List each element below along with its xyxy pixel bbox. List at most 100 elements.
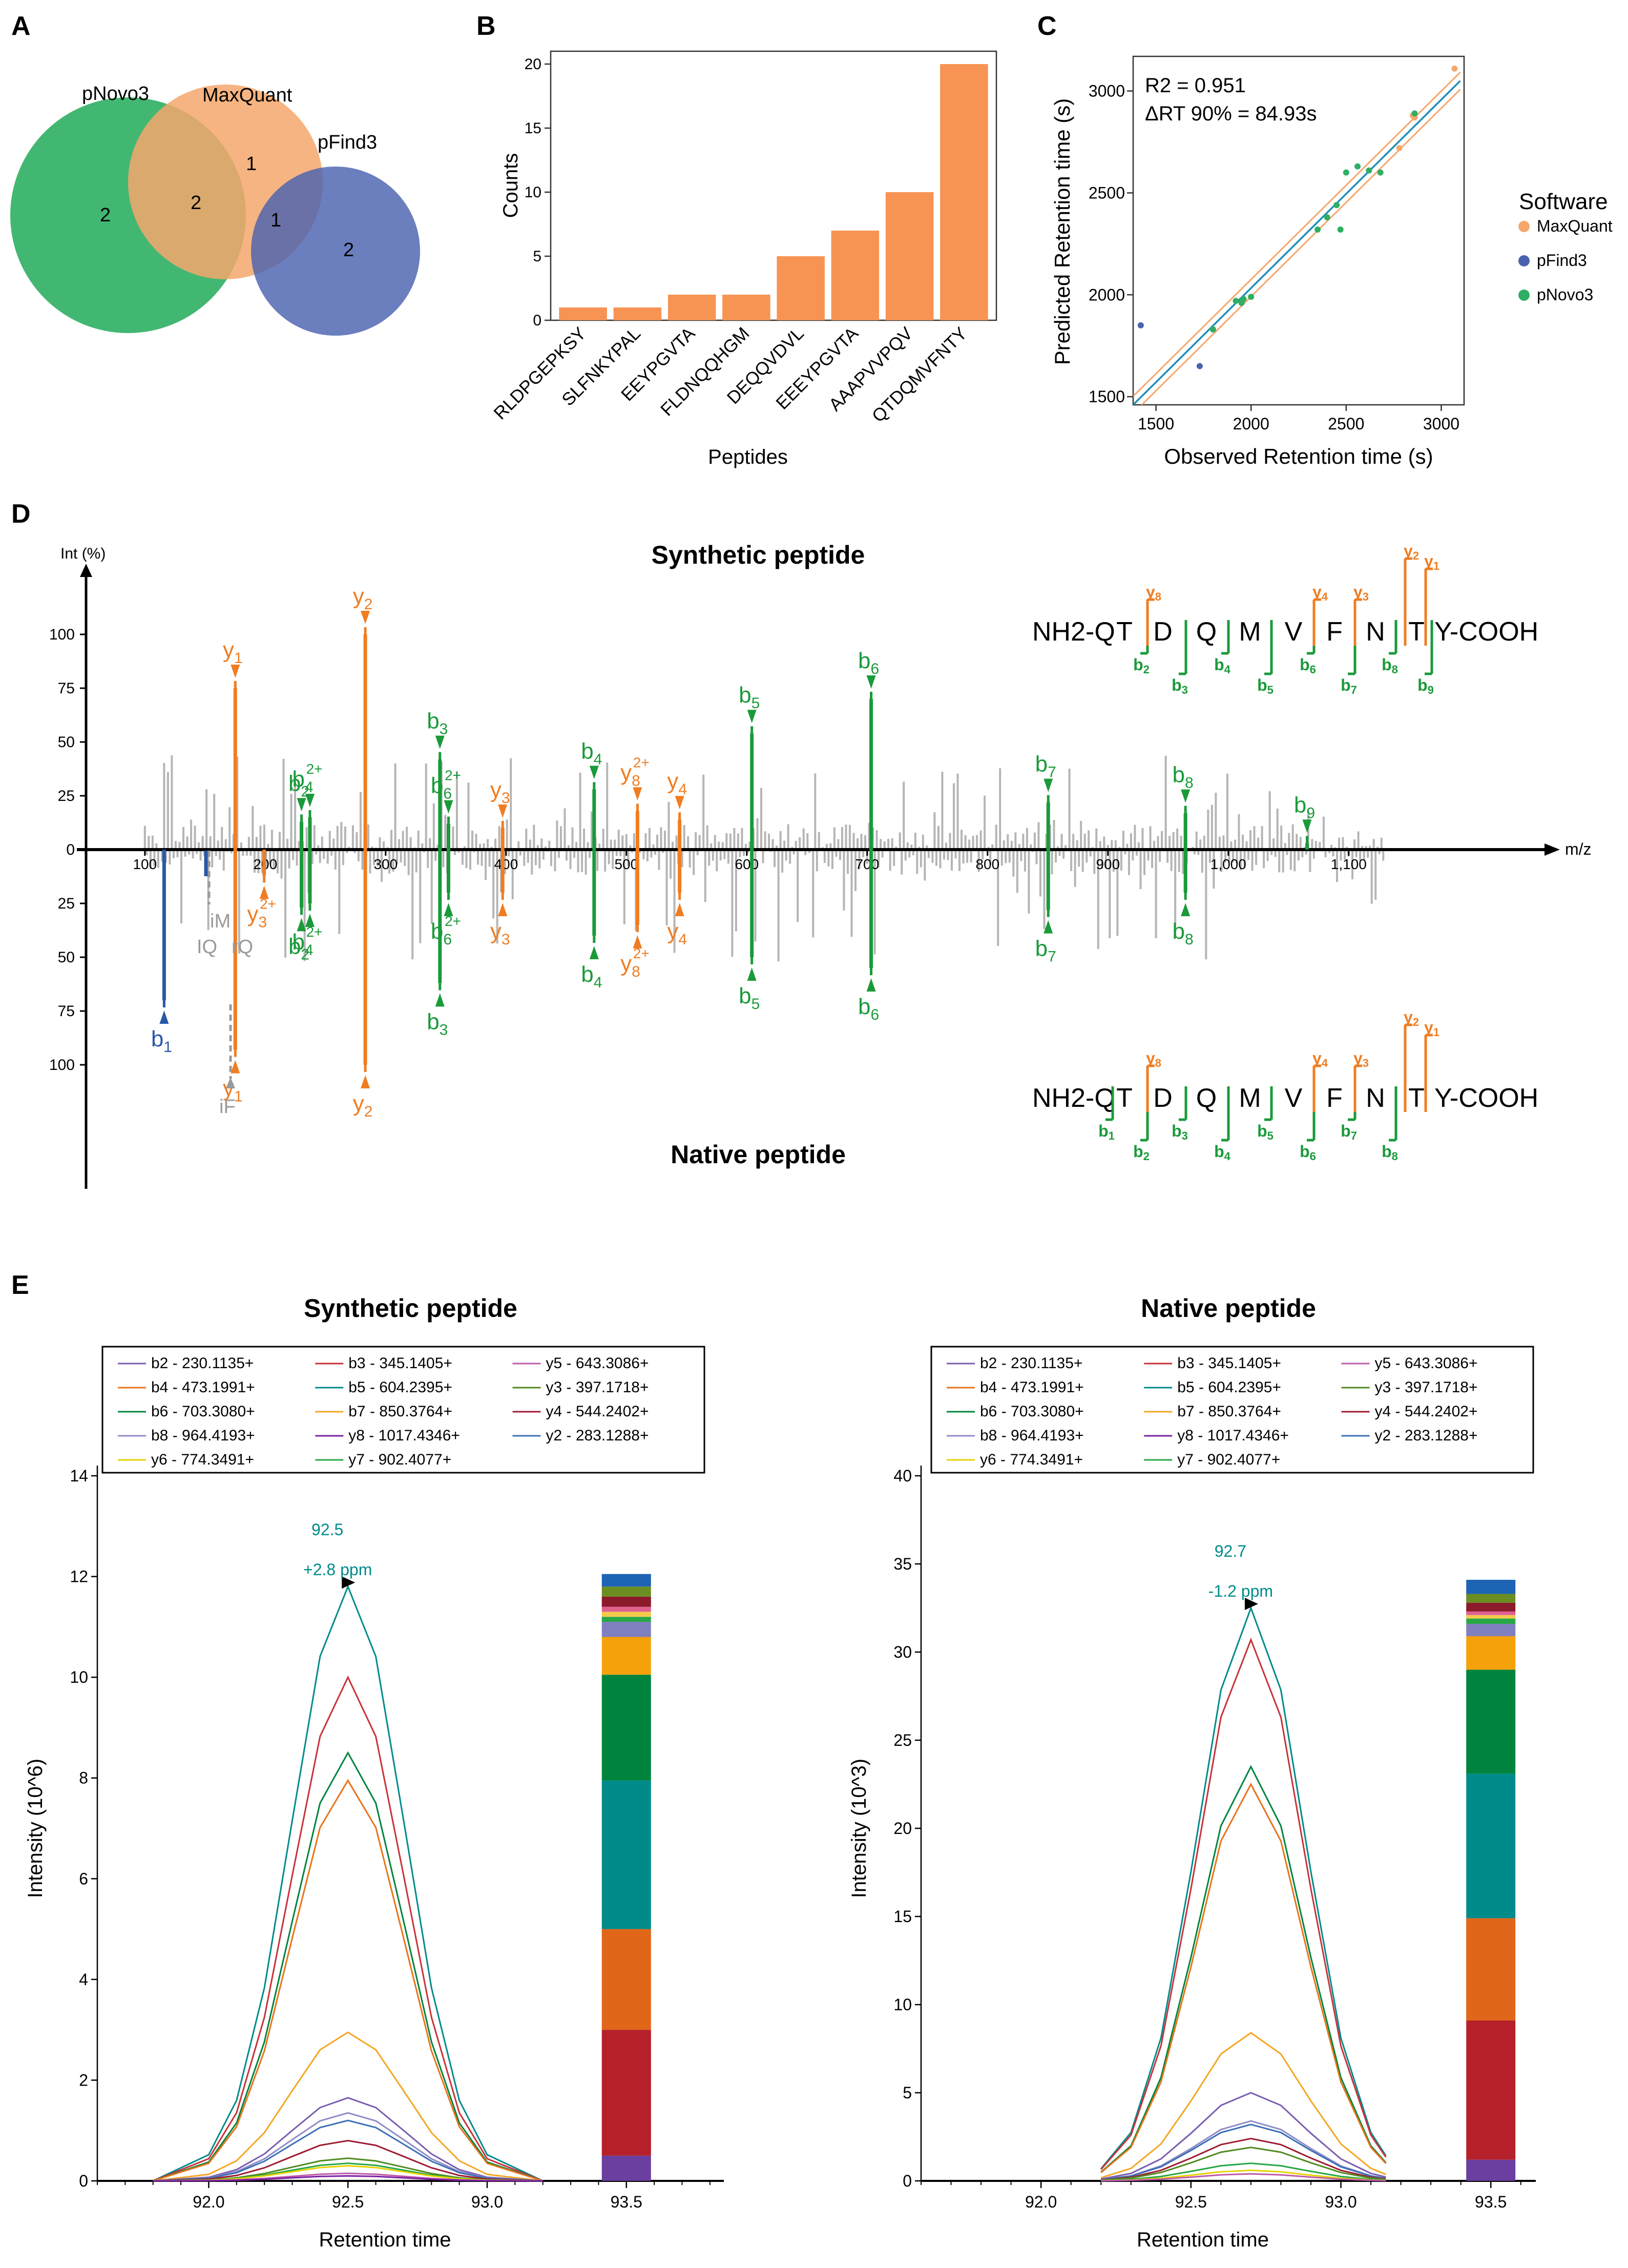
stacked-bar-segment xyxy=(601,1929,651,2030)
legend-box xyxy=(930,1346,1534,1474)
scatter-point-pnovo3 xyxy=(1209,326,1216,333)
legend-marker xyxy=(1518,221,1530,232)
y-ion-label: y1 xyxy=(1424,1018,1439,1039)
ion-label-b4: b4 xyxy=(581,962,602,991)
b-ion-label: b4 xyxy=(1214,1142,1231,1163)
spectrum-title-synthetic: Synthetic peptide xyxy=(652,541,865,569)
plot-frame xyxy=(550,50,997,321)
apex-rt-label: 92.5 xyxy=(311,1520,343,1539)
x-axis-title: Retention time xyxy=(1137,2229,1269,2251)
x-tick-label: 92.5 xyxy=(1175,2193,1207,2211)
ion-label-b2: b2 xyxy=(288,934,309,963)
stacked-bar-segment xyxy=(1466,1602,1516,1612)
ion-label-y3: y3 xyxy=(490,919,510,948)
ion-label-b1: b1 xyxy=(151,1026,172,1056)
b-ion-label: b8 xyxy=(1382,1142,1398,1163)
trace-line xyxy=(153,2175,543,2182)
noise-peaks xyxy=(143,755,1385,962)
y-axis-title: Intensity (10^6) xyxy=(24,1759,47,1898)
stacked-bar-segment xyxy=(1466,2020,1516,2160)
sequence-residue: V xyxy=(1285,1083,1303,1113)
spectrum-x-axis-title: m/z xyxy=(1565,840,1592,858)
panel-label-d: D xyxy=(11,499,31,529)
r2-text: R2 = 0.951 xyxy=(1145,74,1246,97)
y-tick-label: 2000 xyxy=(1089,285,1125,304)
ion-label-b6: b6 xyxy=(858,648,879,677)
stacked-bar-segment xyxy=(1466,1623,1516,1637)
y-tick-label: 8 xyxy=(79,1769,88,1787)
scatter-point-pnovo3 xyxy=(1377,169,1384,176)
ion-arrow xyxy=(498,805,508,818)
ion-label-b4: b42+ xyxy=(292,761,322,796)
legend-label: b7 - 850.3764+ xyxy=(1177,1403,1281,1420)
ion-label-b6: b6 xyxy=(858,994,879,1023)
stacked-bar-segment xyxy=(601,1617,651,1622)
ion-arrow xyxy=(498,903,508,916)
legend-label: y4 - 544.2402+ xyxy=(1374,1403,1477,1420)
legend-label: y5 - 643.3086+ xyxy=(1374,1355,1477,1372)
y-tick-label: 25 xyxy=(58,788,75,805)
sequence-residue: T xyxy=(1408,617,1425,647)
x-tick-label: 92.0 xyxy=(193,2193,224,2211)
ion-label-b9: b9 xyxy=(1294,792,1315,821)
ion-arrow xyxy=(297,798,306,812)
y-tick-label: 10 xyxy=(525,184,541,201)
b-ion-label: b2 xyxy=(1133,1142,1150,1163)
ion-label-y3: y3 xyxy=(490,777,510,807)
legend-label: b2 - 230.1135+ xyxy=(980,1355,1082,1372)
stacked-bar-segment xyxy=(601,1675,651,1781)
legend-label: y5 - 643.3086+ xyxy=(546,1355,649,1372)
b-ion-label: b9 xyxy=(1417,676,1434,696)
b-ion-label: b5 xyxy=(1257,1122,1274,1142)
trace-line xyxy=(153,2097,543,2182)
legend-label: y7 - 902.4077+ xyxy=(1177,1451,1280,1468)
x-tick-label: 1,100 xyxy=(1331,856,1367,872)
ion-label-y3: y32+ xyxy=(247,896,276,931)
scatter-point-pfind3 xyxy=(1196,363,1203,369)
immonium-label: IQ xyxy=(197,936,217,958)
scatter-point-pnovo3 xyxy=(1333,202,1340,209)
ion-arrow xyxy=(633,935,642,949)
sequence-residue: N xyxy=(1366,1083,1385,1113)
y-ion-label: y2 xyxy=(1404,1008,1419,1028)
stacked-bar-segment xyxy=(601,2155,651,2181)
panel-label-e: E xyxy=(11,1270,29,1300)
ion-arrow xyxy=(1043,920,1053,934)
scatter-retention-time: R2 = 0.951 ΔRT 90% = 84.93s 1500 2000 2500… xyxy=(1050,55,1613,468)
y-axis-title: Intensity (10^3) xyxy=(848,1759,870,1898)
x-tick-label: 600 xyxy=(735,856,759,872)
legend-label: y2 - 283.1288+ xyxy=(1374,1427,1477,1444)
y-tick-label: 6 xyxy=(79,1869,88,1888)
y-ion-label: y8 xyxy=(1146,1049,1161,1069)
y-tick-label: 20 xyxy=(893,1819,912,1838)
scatter-point-pnovo3 xyxy=(1411,110,1418,117)
legend-label: y7 - 902.4077+ xyxy=(348,1451,451,1468)
ion-label-y4: y4 xyxy=(667,919,687,948)
b-ion-label: b7 xyxy=(1341,676,1357,696)
trace-line xyxy=(153,2031,543,2182)
ion-arrow xyxy=(589,766,599,779)
y-tick-label: 100 xyxy=(49,626,75,643)
x-axis-title: Retention time xyxy=(319,2229,451,2251)
stacked-bar-segment xyxy=(601,1612,651,1617)
ion-arrow xyxy=(747,967,757,981)
legend-label: y6 - 774.3491+ xyxy=(980,1451,1083,1468)
y-ion-label: y8 xyxy=(1146,583,1161,603)
ion-label-b5: b5 xyxy=(739,683,760,712)
trace-line xyxy=(1100,1637,1387,2170)
y-tick-label: 0 xyxy=(903,2172,912,2190)
stacked-bar-segment xyxy=(1466,1611,1516,1615)
trace-line xyxy=(1100,1765,1387,2173)
sequence-residue: F xyxy=(1326,617,1343,647)
stacked-bar-segment xyxy=(1466,1774,1516,1919)
legend-box xyxy=(101,1346,705,1474)
stacked-bar-segment xyxy=(601,1606,651,1612)
b-ion-label: b6 xyxy=(1300,655,1316,676)
venn-count-maxquant-pfind: 1 xyxy=(270,210,281,231)
y-tick-label: 14 xyxy=(70,1467,88,1485)
y-tick-label: 15 xyxy=(525,120,541,137)
x-tick-label: 93.5 xyxy=(611,2193,642,2211)
ion-arrow xyxy=(159,1011,169,1024)
